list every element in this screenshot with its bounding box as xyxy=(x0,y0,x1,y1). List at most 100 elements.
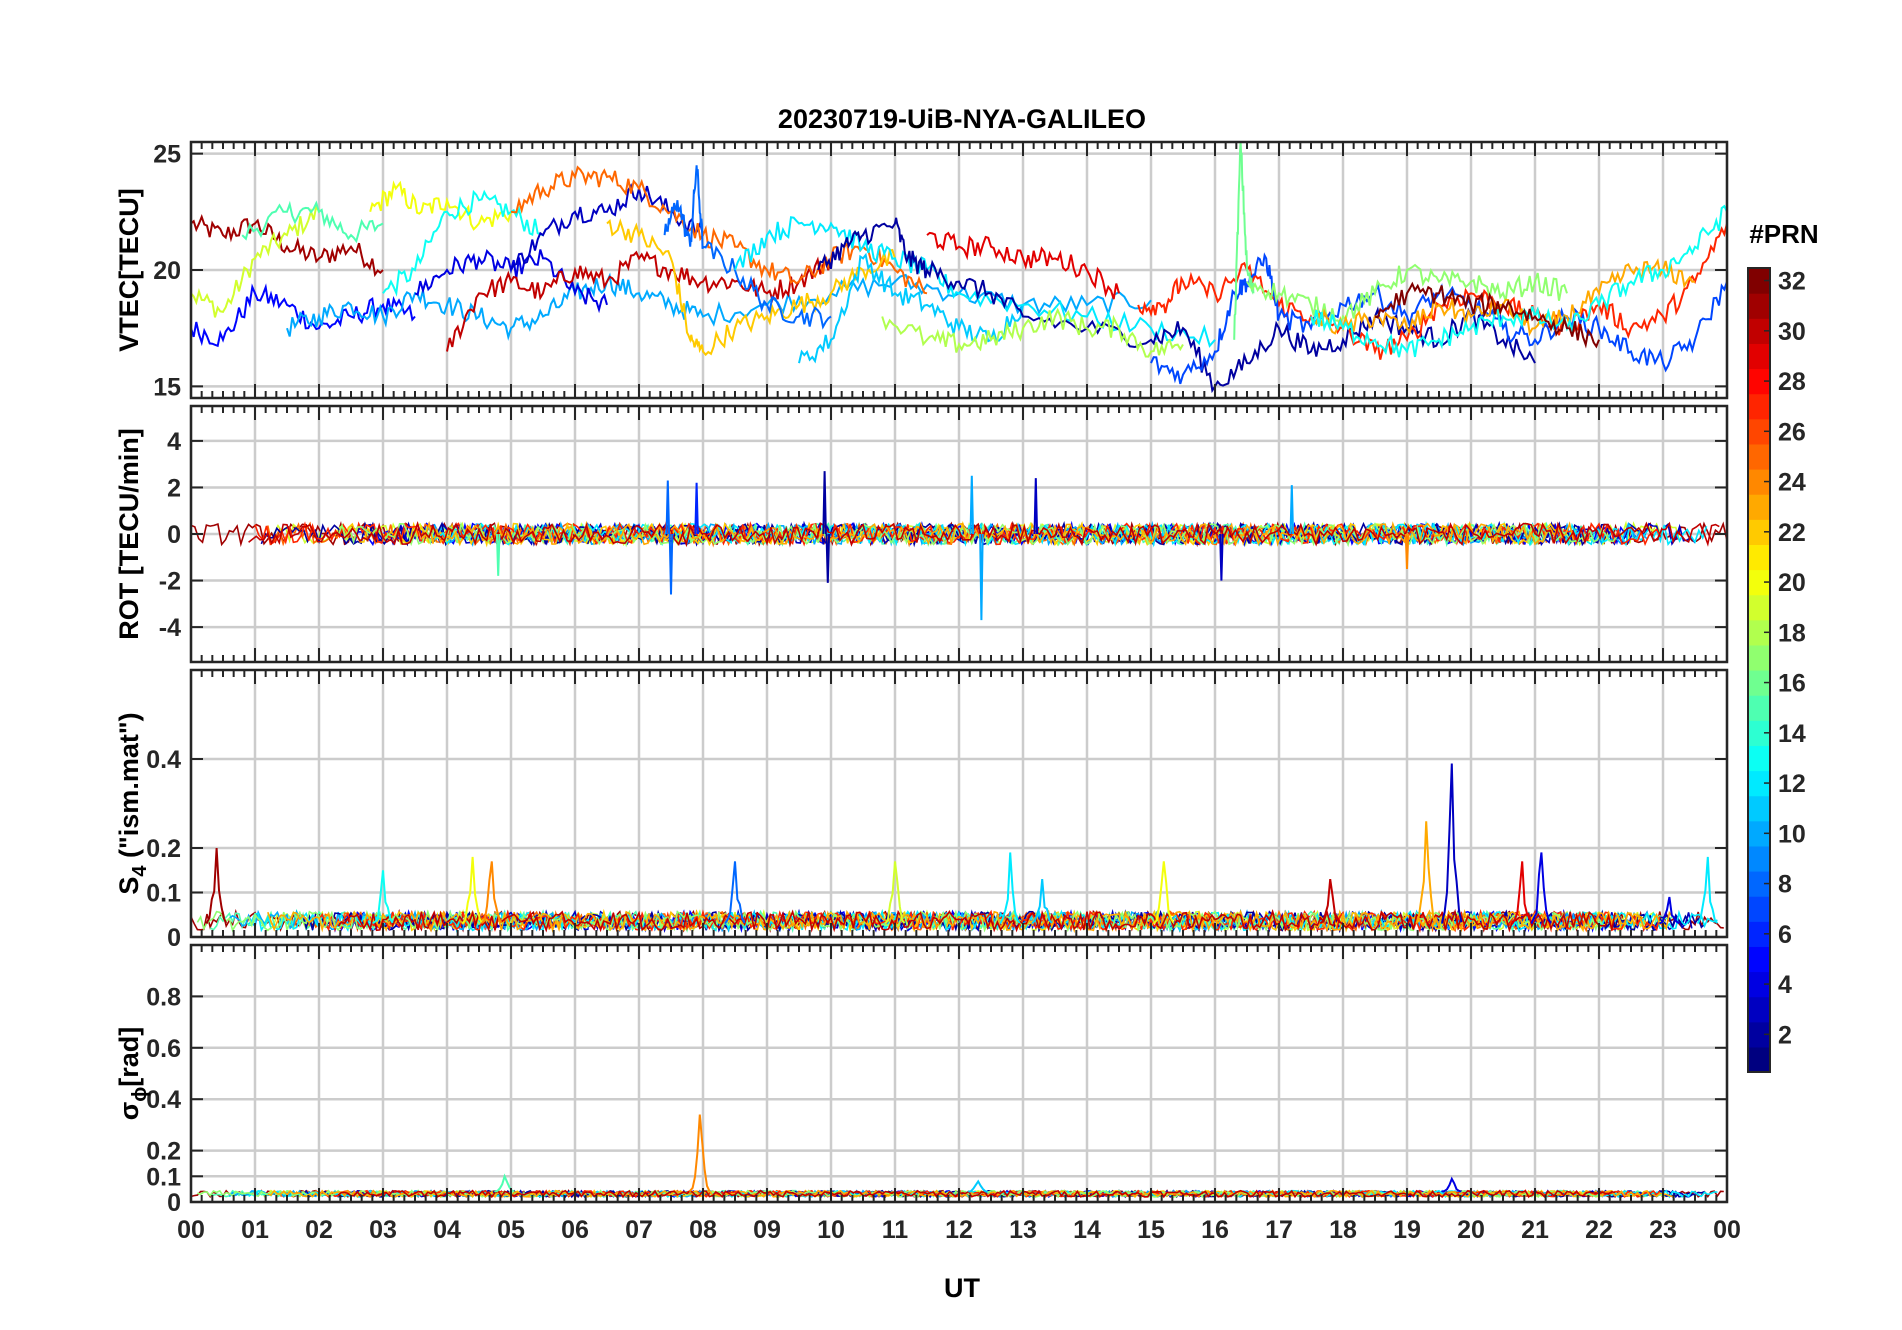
vtec-series-prn-22 xyxy=(606,218,896,357)
vtec-series-prn-8 xyxy=(663,165,832,330)
y-tick-label: 0.4 xyxy=(146,746,181,774)
x-tick-label: 23 xyxy=(1649,1216,1677,1244)
colorbar-step xyxy=(1748,845,1770,872)
rot-spike xyxy=(822,471,827,535)
rot-spike xyxy=(969,475,975,535)
y-tick-label: 20 xyxy=(153,257,181,285)
s4-spike xyxy=(1697,856,1719,924)
s4-spike xyxy=(1031,879,1053,924)
x-tick-label: 10 xyxy=(817,1216,845,1244)
x-tick-label: 13 xyxy=(1009,1216,1037,1244)
colorbar-step xyxy=(1748,368,1770,395)
y-axis-label: σϕ[rad] xyxy=(114,1027,151,1120)
x-tick-label: 00 xyxy=(1713,1216,1741,1244)
sigma-series-prn-30 xyxy=(337,1189,1616,1199)
colorbar-step xyxy=(1748,1046,1770,1073)
colorbar-frame xyxy=(1747,267,1771,1073)
y-tick-label: 25 xyxy=(153,141,181,169)
colorbar-step xyxy=(1748,569,1770,596)
colorbar-tick-label: 16 xyxy=(1778,670,1806,698)
colorbar-tick-label: 4 xyxy=(1778,971,1792,999)
colorbar-tick-label: 20 xyxy=(1778,569,1806,597)
y-tick-label: 0.6 xyxy=(146,1035,181,1063)
y-tick-label: 0.8 xyxy=(146,983,181,1011)
vtec-series-prn-18 xyxy=(881,307,1184,358)
sigma-spike xyxy=(689,1114,711,1192)
data-layer xyxy=(191,763,1724,934)
vtec-series-prn-2 xyxy=(817,217,1536,394)
y-tick-label: 0.2 xyxy=(146,835,181,863)
s4-spike xyxy=(1530,852,1552,924)
colorbar-step xyxy=(1748,871,1770,897)
vtec-series-prn-17 xyxy=(1246,263,1568,327)
x-tick-label: 02 xyxy=(305,1216,333,1244)
colorbar-step xyxy=(1748,896,1770,922)
x-tick-label: 18 xyxy=(1329,1216,1357,1244)
x-tick-label: 07 xyxy=(625,1216,653,1244)
x-tick-label: 22 xyxy=(1585,1216,1613,1244)
x-tick-label: 14 xyxy=(1073,1216,1101,1244)
s4-spike xyxy=(724,861,746,924)
s4-spike xyxy=(462,856,484,924)
plot-frame xyxy=(189,668,1729,939)
colorbar-step xyxy=(1748,343,1770,370)
colorbar-step xyxy=(1748,544,1770,571)
s4-spike xyxy=(1415,821,1437,924)
colorbar-tick-label: 28 xyxy=(1778,368,1806,396)
y-axis-label: VTEC[TECU] xyxy=(114,188,144,352)
rot-spike xyxy=(979,533,984,621)
colorbar-step xyxy=(1748,695,1770,721)
s4-spike xyxy=(481,861,503,924)
x-tick-label: 15 xyxy=(1137,1216,1165,1244)
y-tick-label: 0.1 xyxy=(146,1163,181,1191)
colorbar-tick-label: 18 xyxy=(1778,619,1806,647)
colorbar-step xyxy=(1748,494,1770,520)
x-tick-label: 04 xyxy=(433,1216,461,1244)
vtec-series-prn-30 xyxy=(446,250,832,352)
y-tick-label: -4 xyxy=(159,614,181,642)
sigma-spike xyxy=(967,1179,988,1193)
colorbar-tick-label: 24 xyxy=(1778,469,1806,497)
colorbar-step xyxy=(1748,619,1770,646)
colorbar-step xyxy=(1748,469,1770,495)
vtec-series-prn-29 xyxy=(926,231,1120,300)
colorbar-tick-label: 12 xyxy=(1778,770,1806,798)
colorbar-step xyxy=(1748,594,1770,621)
rot-spike xyxy=(668,533,674,595)
y-tick-label: 4 xyxy=(167,428,181,456)
colorbar-step xyxy=(1748,293,1770,319)
y-tick-label: 0.4 xyxy=(146,1086,181,1114)
x-tick-label: 21 xyxy=(1521,1216,1549,1244)
colorbar-tick-label: 8 xyxy=(1778,871,1792,899)
colorbar-step xyxy=(1748,1021,1770,1048)
colorbar-tick-label: 2 xyxy=(1778,1021,1792,1049)
vtec-series-prn-25 xyxy=(510,165,928,295)
colorbar-tick-label: 26 xyxy=(1778,418,1806,446)
colorbar-step xyxy=(1748,519,1770,545)
y-tick-label: 0 xyxy=(167,521,181,549)
vtec-series-prn-12 xyxy=(734,216,1216,348)
colorbar-step xyxy=(1748,820,1770,847)
colorbar-step xyxy=(1748,670,1770,696)
rot-spike xyxy=(694,482,699,535)
panel-vtec: 15 20 25 VTEC[TECU] xyxy=(114,141,1729,401)
colorbar-tick-label: 22 xyxy=(1778,519,1806,547)
y-tick-label: 15 xyxy=(153,373,181,401)
colorbar-step xyxy=(1748,318,1770,344)
vtec-series-prn-13 xyxy=(1310,204,1727,358)
vtec-series-prn-5 xyxy=(191,283,416,348)
y-axis-label: ROT [TECU/min] xyxy=(114,428,144,639)
chart-title: 20230719-UiB-NYA-GALILEO xyxy=(778,104,1146,134)
colorbar-tick-label: 14 xyxy=(1778,720,1806,748)
x-tick-label: 01 xyxy=(241,1216,269,1244)
x-tick-label: 09 xyxy=(753,1216,781,1244)
rot-spike xyxy=(1404,533,1410,569)
x-tick-label: 00 xyxy=(177,1216,205,1244)
colorbar-step xyxy=(1748,745,1770,772)
vtec-series-prn-11 xyxy=(798,252,1024,364)
data-layer xyxy=(191,142,1727,394)
y-axis-label: S4 ("ism.mat") xyxy=(114,712,151,894)
